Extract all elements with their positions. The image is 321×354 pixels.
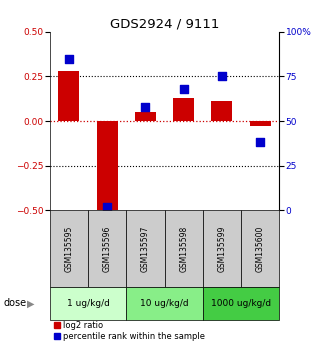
Text: GSM135597: GSM135597 — [141, 225, 150, 272]
Point — [257, 139, 263, 145]
Bar — [58, 71, 79, 121]
Point — [181, 86, 186, 92]
Text: GSM135595: GSM135595 — [65, 225, 74, 272]
FancyBboxPatch shape — [50, 287, 126, 320]
Point — [66, 56, 72, 62]
Text: 1 ug/kg/d: 1 ug/kg/d — [66, 299, 109, 308]
Text: 1000 ug/kg/d: 1000 ug/kg/d — [211, 299, 271, 308]
FancyBboxPatch shape — [126, 287, 203, 320]
Bar — [135, 112, 156, 121]
Text: GSM135596: GSM135596 — [103, 225, 112, 272]
Point — [105, 204, 110, 210]
Text: GSM135600: GSM135600 — [256, 225, 265, 272]
FancyBboxPatch shape — [88, 210, 126, 287]
Point — [143, 104, 148, 110]
Text: ▶: ▶ — [27, 298, 34, 308]
FancyBboxPatch shape — [126, 210, 164, 287]
Text: GSM135599: GSM135599 — [217, 225, 226, 272]
FancyBboxPatch shape — [203, 287, 279, 320]
FancyBboxPatch shape — [203, 210, 241, 287]
FancyBboxPatch shape — [50, 210, 88, 287]
Bar — [97, 121, 118, 214]
FancyBboxPatch shape — [164, 210, 203, 287]
FancyBboxPatch shape — [241, 210, 279, 287]
Text: 10 ug/kg/d: 10 ug/kg/d — [140, 299, 189, 308]
Text: dose: dose — [3, 298, 26, 308]
Text: GSM135598: GSM135598 — [179, 225, 188, 272]
Title: GDS2924 / 9111: GDS2924 / 9111 — [110, 18, 219, 31]
Point — [219, 74, 224, 79]
Bar — [250, 121, 271, 126]
Bar — [211, 102, 232, 121]
Legend: log2 ratio, percentile rank within the sample: log2 ratio, percentile rank within the s… — [54, 321, 205, 341]
Bar — [173, 98, 194, 121]
